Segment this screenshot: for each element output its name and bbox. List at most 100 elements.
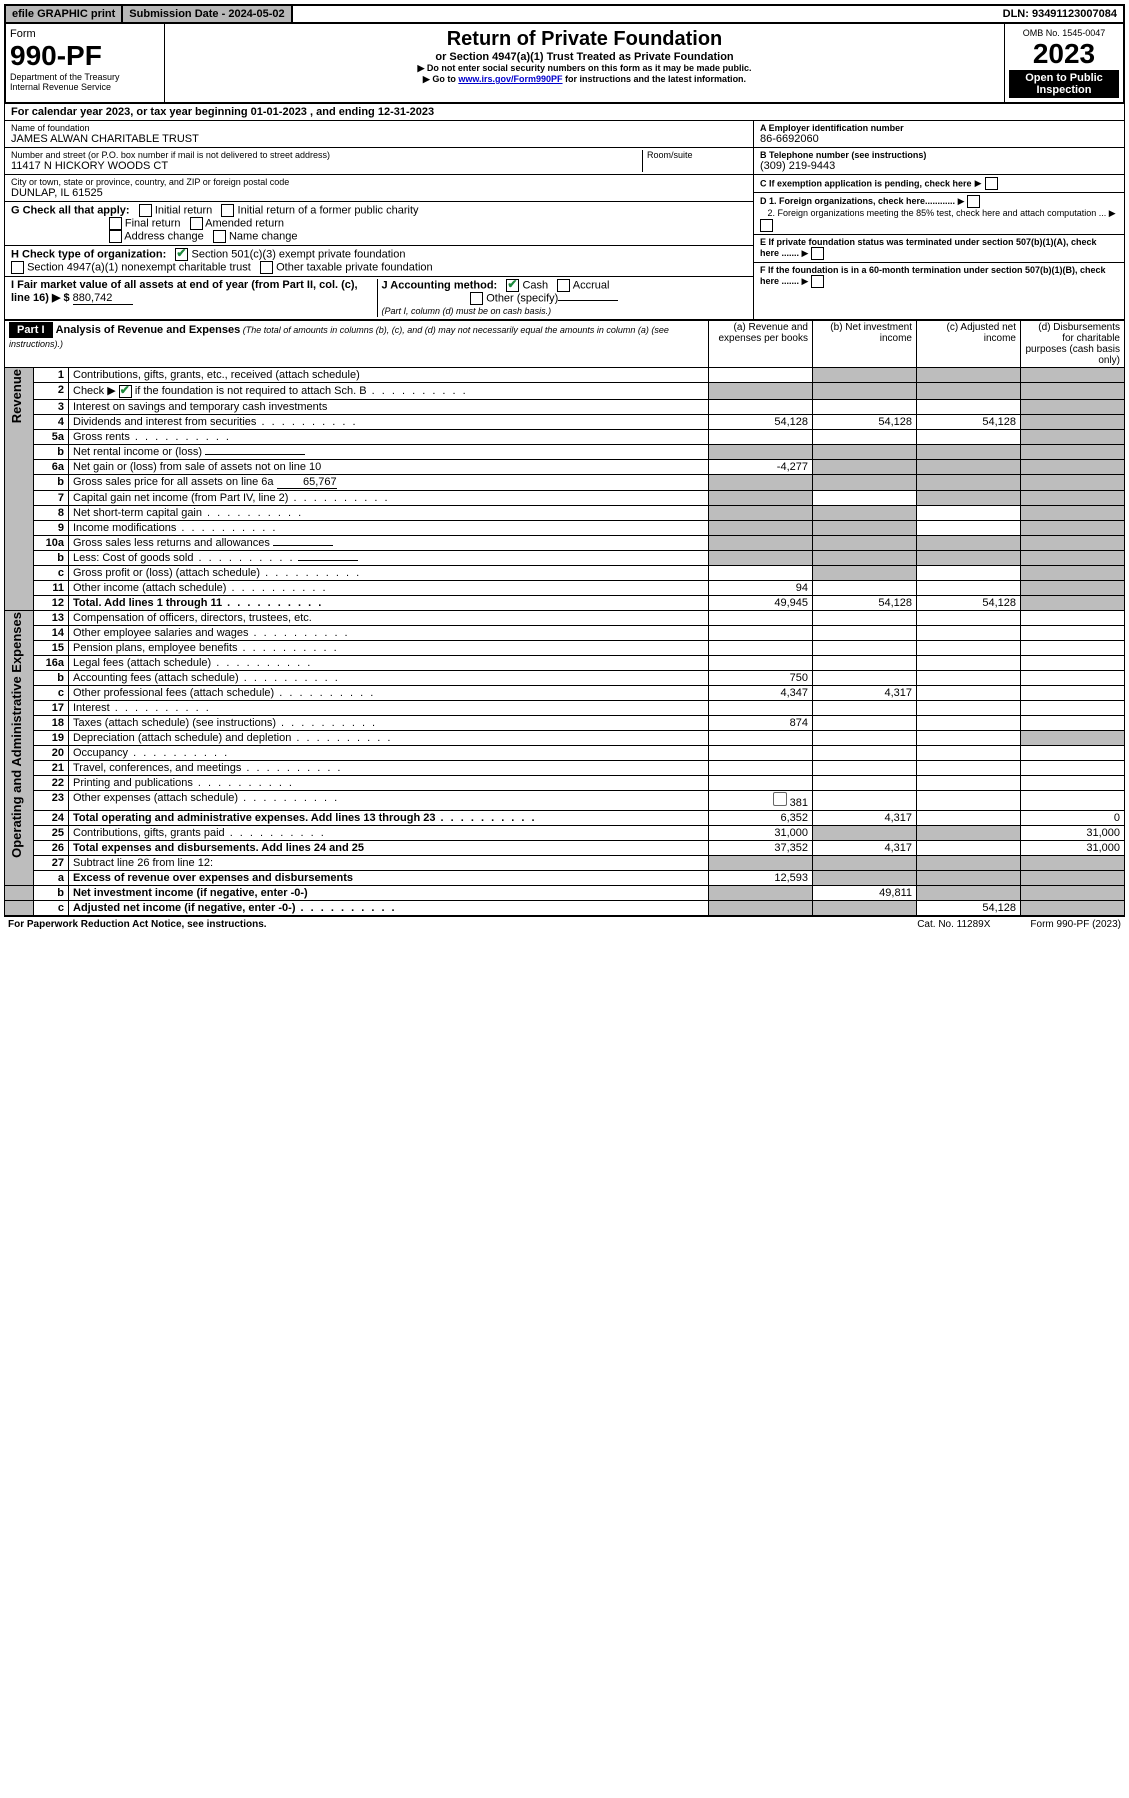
row-16c: Other professional fees (attach schedule… (69, 685, 709, 700)
checkbox-d1[interactable] (967, 195, 980, 208)
phone-label: B Telephone number (see instructions) (760, 150, 1118, 160)
form-title: Return of Private Foundation (169, 28, 1000, 51)
row-22: Printing and publications (69, 775, 709, 790)
row-24: Total operating and administrative expen… (69, 810, 709, 825)
row-11: Other income (attach schedule) (69, 580, 709, 595)
row-3: Interest on savings and temporary cash i… (69, 399, 709, 414)
irs: Internal Revenue Service (10, 82, 160, 92)
checkbox-4947[interactable] (11, 261, 24, 274)
row-8: Net short-term capital gain (69, 505, 709, 520)
top-bar: efile GRAPHIC print Submission Date - 20… (4, 4, 1125, 24)
note-1: ▶ Do not enter social security numbers o… (169, 63, 1000, 74)
side-expenses: Operating and Administrative Expenses (9, 612, 24, 858)
d2-label: 2. Foreign organizations meeting the 85%… (760, 208, 1118, 232)
row-21: Travel, conferences, and meetings (69, 760, 709, 775)
col-d-header: (d) Disbursements for charitable purpose… (1021, 321, 1125, 368)
part1-title: Part I (9, 322, 53, 338)
tax-year: 2023 (1009, 38, 1119, 70)
i-label: I Fair market value of all assets at end… (11, 279, 358, 304)
row-19: Depreciation (attach schedule) and deple… (69, 730, 709, 745)
row-10a: Gross sales less returns and allowances (69, 535, 709, 550)
row-10c: Gross profit or (loss) (attach schedule) (69, 565, 709, 580)
form-label: Form (10, 28, 160, 40)
i-value: 880,742 (73, 292, 133, 305)
address: 11417 N HICKORY WOODS CT (11, 160, 642, 172)
identity-block: Name of foundation JAMES ALWAN CHARITABL… (4, 121, 1125, 320)
checkbox-amended[interactable] (190, 217, 203, 230)
row-7: Capital gain net income (from Part IV, l… (69, 490, 709, 505)
row-10b: Less: Cost of goods sold (69, 550, 709, 565)
d1-label: D 1. Foreign organizations, check here..… (760, 195, 1118, 208)
col-a-header: (a) Revenue and expenses per books (709, 321, 813, 368)
j-label: J Accounting method: (382, 279, 498, 291)
pra-notice: For Paperwork Reduction Act Notice, see … (8, 919, 267, 930)
row-27b: Net investment income (if negative, ente… (69, 885, 709, 900)
form-number: 990-PF (10, 40, 160, 72)
checkbox-initial-public[interactable] (221, 204, 234, 217)
submission-date: Submission Date - 2024-05-02 (123, 6, 292, 22)
note-2: ▶ Go to www.irs.gov/Form990PF for instru… (169, 74, 1000, 85)
foundation-name: JAMES ALWAN CHARITABLE TRUST (11, 133, 747, 145)
row-9: Income modifications (69, 520, 709, 535)
checkbox-sch-b[interactable] (119, 385, 132, 398)
row-27c: Adjusted net income (if negative, enter … (69, 900, 709, 915)
row-4: Dividends and interest from securities (69, 414, 709, 429)
checkbox-address-change[interactable] (109, 230, 122, 243)
part1-table: Part I Analysis of Revenue and Expenses … (4, 320, 1125, 916)
row-6a: Net gain or (loss) from sale of assets n… (69, 459, 709, 474)
omb: OMB No. 1545-0047 (1009, 28, 1119, 38)
checkbox-e[interactable] (811, 247, 824, 260)
checkbox-d2[interactable] (760, 219, 773, 232)
irs-link[interactable]: www.irs.gov/Form990PF (458, 74, 562, 84)
city-label: City or town, state or province, country… (11, 177, 747, 187)
checkbox-other-taxable[interactable] (260, 261, 273, 274)
checkbox-501c3[interactable] (175, 248, 188, 261)
side-revenue: Revenue (9, 369, 24, 423)
footer: For Paperwork Reduction Act Notice, see … (4, 916, 1125, 932)
checkbox-name-change[interactable] (213, 230, 226, 243)
cat-no: Cat. No. 11289X (917, 919, 990, 930)
dln-label: DLN: (1003, 8, 1032, 20)
ein: 86-6692060 (760, 133, 1118, 145)
row-5a: Gross rents (69, 429, 709, 444)
row-26: Total expenses and disbursements. Add li… (69, 840, 709, 855)
checkbox-c[interactable] (985, 177, 998, 190)
row-17: Interest (69, 700, 709, 715)
checkbox-other-method[interactable] (470, 292, 483, 305)
ein-label: A Employer identification number (760, 123, 1118, 133)
row-5b: Net rental income or (loss) (69, 444, 709, 459)
row-16b: Accounting fees (attach schedule) (69, 670, 709, 685)
checkbox-accrual[interactable] (557, 279, 570, 292)
city: DUNLAP, IL 61525 (11, 187, 747, 199)
col-b-header: (b) Net investment income (813, 321, 917, 368)
row-14: Other employee salaries and wages (69, 625, 709, 640)
g-label: G Check all that apply: (11, 204, 130, 216)
part1-heading: Analysis of Revenue and Expenses (56, 324, 241, 336)
c-label: C If exemption application is pending, c… (760, 178, 972, 188)
row-13: Compensation of officers, directors, tru… (69, 610, 709, 625)
row-25: Contributions, gifts, grants paid (69, 825, 709, 840)
checkbox-cash[interactable] (506, 279, 519, 292)
attachment-icon[interactable] (773, 792, 787, 806)
room-label: Room/suite (647, 150, 747, 160)
row-27: Subtract line 26 from line 12: (69, 855, 709, 870)
efile-print-button[interactable]: efile GRAPHIC print (6, 6, 123, 22)
row-1: Contributions, gifts, grants, etc., rece… (69, 368, 709, 383)
row-18: Taxes (attach schedule) (see instruction… (69, 715, 709, 730)
dept: Department of the Treasury (10, 72, 160, 82)
row-16a: Legal fees (attach schedule) (69, 655, 709, 670)
j-note: (Part I, column (d) must be on cash basi… (382, 306, 552, 316)
row-6b: Gross sales price for all assets on line… (69, 474, 709, 490)
checkbox-initial-return[interactable] (139, 204, 152, 217)
row-27a: Excess of revenue over expenses and disb… (69, 870, 709, 885)
phone: (309) 219-9443 (760, 160, 1118, 172)
address-label: Number and street (or P.O. box number if… (11, 150, 642, 160)
dln: DLN: 93491123007084 (997, 6, 1123, 22)
dln-value: 93491123007084 (1032, 8, 1117, 20)
checkbox-f[interactable] (811, 275, 824, 288)
checkbox-final-return[interactable] (109, 217, 122, 230)
form-ref: Form 990-PF (2023) (1030, 919, 1121, 930)
foundation-name-label: Name of foundation (11, 123, 747, 133)
row-23: Other expenses (attach schedule) (69, 790, 709, 810)
row-20: Occupancy (69, 745, 709, 760)
